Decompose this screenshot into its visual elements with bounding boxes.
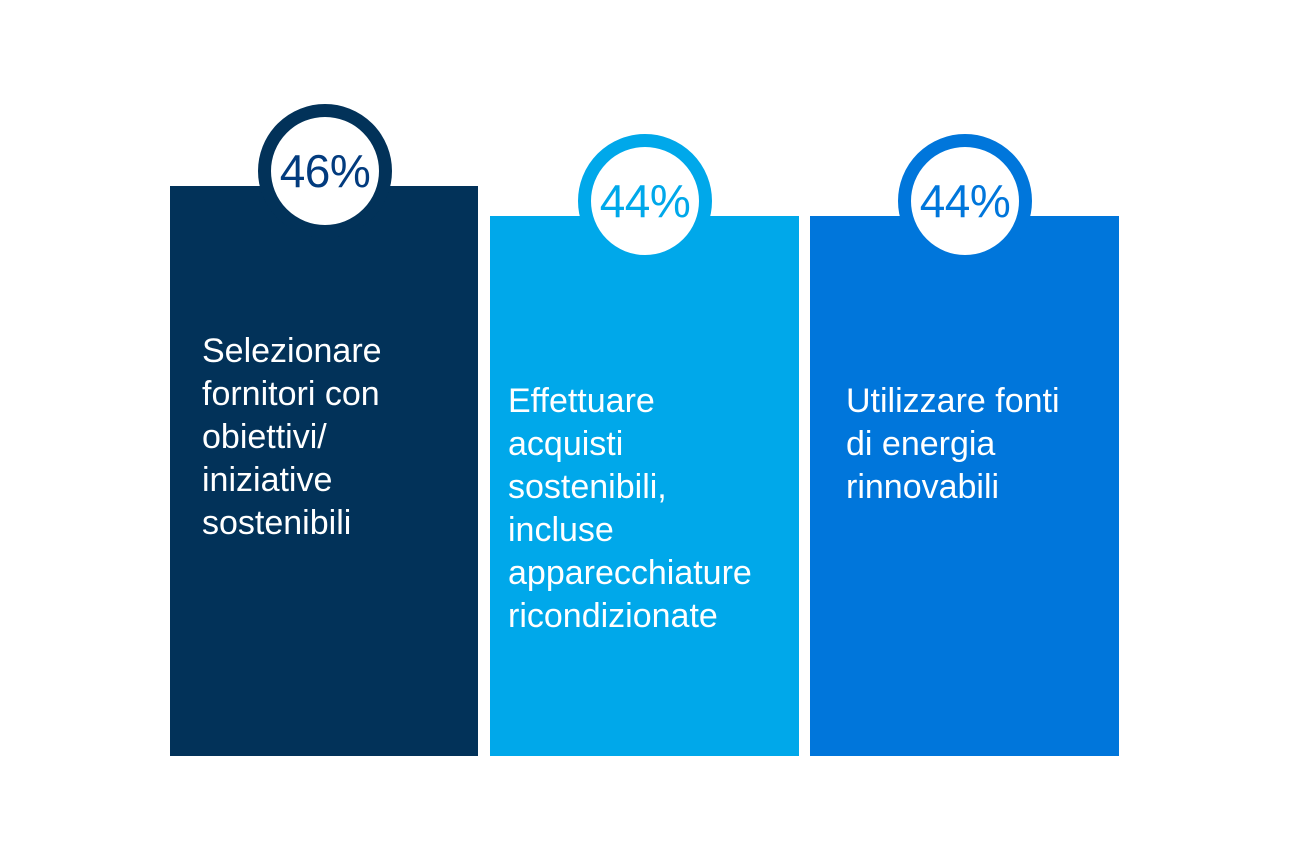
card-description: Utilizzare fonti di energia rinnovabili bbox=[846, 382, 1060, 506]
stat-card-purchases: 44% Effettuare acquisti sostenibili, inc… bbox=[490, 134, 799, 756]
percentage-value: 44% bbox=[599, 175, 691, 227]
percentage-value: 44% bbox=[919, 175, 1011, 227]
card-description: Effettuare acquisti sostenibili, incluse… bbox=[508, 382, 752, 635]
stat-card-energy: 44% Utilizzare fonti di energia rinnovab… bbox=[810, 134, 1119, 756]
percentage-badge: 44% bbox=[898, 134, 1032, 268]
percentage-value: 46% bbox=[279, 145, 371, 197]
percentage-badge: 46% bbox=[258, 104, 392, 238]
stat-card-suppliers: 46% Selezionare fornitori con obiettivi/… bbox=[170, 104, 478, 756]
card-panel bbox=[810, 216, 1119, 756]
card-description: Selezionare fornitori con obiettivi/ ini… bbox=[202, 332, 382, 542]
card-panel bbox=[490, 216, 799, 756]
percentage-badge: 44% bbox=[578, 134, 712, 268]
card-panel bbox=[170, 186, 478, 756]
